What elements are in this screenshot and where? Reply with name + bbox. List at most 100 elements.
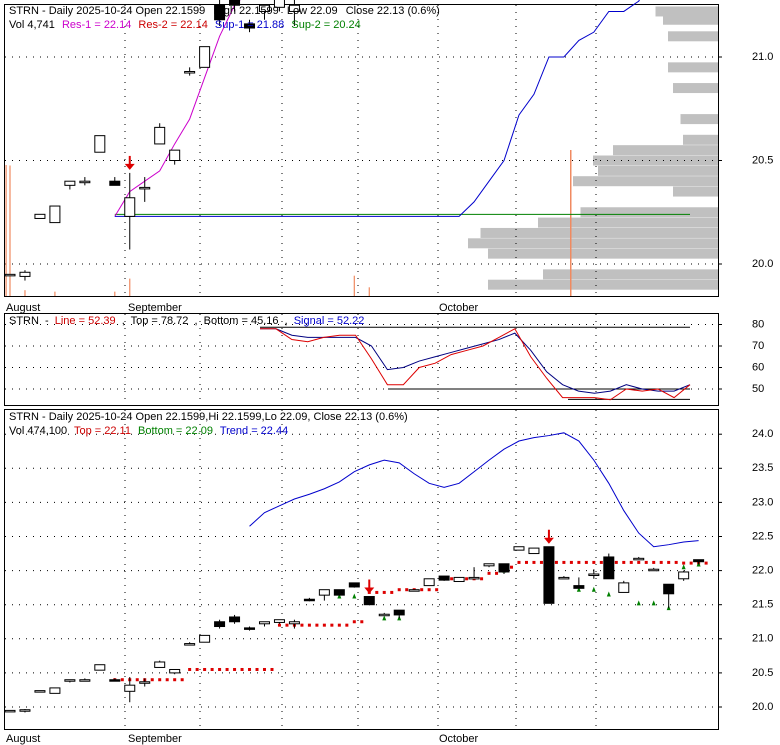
top-dot (255, 667, 259, 671)
oscillator-y-axis: 50 60 70 80 (718, 318, 764, 395)
top-dot (622, 560, 626, 564)
top-dot (450, 577, 454, 581)
top-dot (704, 561, 708, 565)
top-dot (158, 678, 162, 682)
candle-body (4, 273, 16, 277)
top-dot (562, 560, 566, 564)
top-dot (307, 623, 311, 627)
header-sup2: Sup-2 = 20.24 (291, 19, 360, 31)
bottom-dot (681, 564, 686, 570)
candle-body (94, 664, 106, 671)
volume-bar (368, 287, 370, 296)
top-dot (135, 678, 139, 682)
top-dot (539, 560, 543, 564)
candle-body (633, 557, 645, 561)
trend-line (249, 432, 699, 548)
top-dot (510, 565, 514, 569)
month-label-august-2: August (6, 733, 40, 745)
top-dot (300, 623, 304, 627)
candle-body (393, 609, 405, 616)
candle-body (258, 621, 270, 625)
top-dot (554, 560, 558, 564)
volume-profile-bar (598, 165, 718, 176)
candle-body (288, 621, 300, 625)
candle-body (79, 679, 91, 682)
candle-body (109, 679, 121, 682)
candle-body (244, 627, 256, 630)
top-dot (599, 560, 603, 564)
top-dot (614, 560, 618, 564)
top-dot (345, 623, 349, 627)
top-dot (569, 560, 573, 564)
candle-body (184, 70, 196, 74)
candle-body (19, 271, 31, 277)
y-tick-label: 50 (752, 383, 764, 395)
top-dot (262, 667, 266, 671)
top-dot (337, 623, 341, 627)
header-low: Low 22.09 (287, 5, 338, 17)
candle-body (348, 582, 360, 588)
top-dot (577, 560, 581, 564)
volume-bar (54, 291, 56, 296)
header-sup1: Sup-1 = 21.88 (215, 19, 284, 31)
month-label-october: October (439, 302, 478, 314)
top-dot (285, 623, 289, 627)
top-dot (225, 667, 229, 671)
top-dot (240, 667, 244, 671)
top-dot (659, 560, 663, 564)
candle-body (19, 709, 31, 712)
header-ticker: STRN - Daily 2025-10-24 Open 22.1599 (9, 5, 205, 17)
top-dot (480, 577, 484, 581)
volume-bar (129, 278, 131, 296)
top-dot (584, 560, 588, 564)
candle-body (663, 583, 675, 595)
candle-body (229, 0, 241, 6)
candle-body (333, 589, 345, 596)
volume-profile-bar (480, 227, 718, 238)
top-dot (465, 577, 469, 581)
y-tick-label: 22.5 (752, 530, 773, 542)
oscillator-lines (260, 326, 691, 401)
top-dot (173, 678, 177, 682)
candle-body (199, 634, 211, 643)
y-tick-label: 21.0 (752, 633, 773, 645)
top-dot (203, 667, 207, 671)
candle-body (154, 126, 166, 145)
top-dot (218, 667, 222, 671)
candle-body (64, 180, 76, 186)
top-dot (689, 561, 693, 565)
top-dot (644, 560, 648, 564)
candle-body (378, 613, 390, 617)
candle-body (214, 4, 226, 21)
trend-header-line1: STRN - Daily 2025-10-24 Open 22.1599,Hi … (9, 411, 408, 423)
y-tick-label: 21.0 (752, 51, 773, 63)
volume-profile-bar (655, 6, 718, 17)
candle-body (453, 576, 465, 583)
y-tick-label: 80 (752, 318, 764, 330)
top-dot (195, 667, 199, 671)
top-dot (667, 560, 671, 564)
candle-body (49, 205, 61, 224)
sup-line (114, 0, 640, 217)
osc-signal-line (260, 328, 691, 394)
top-dot (420, 588, 424, 592)
price-candles (4, 0, 300, 281)
trend-down-arrow (364, 587, 375, 594)
candle-body (184, 643, 196, 646)
candle-body (573, 585, 585, 589)
y-tick-label: 20.5 (752, 667, 773, 679)
osc-ticker: STRN (9, 315, 39, 327)
header-res2: Res-2 = 22.14 (138, 19, 207, 31)
volume-profile-bar (680, 114, 718, 125)
month-label-august: August (6, 302, 40, 314)
trend-line (249, 432, 699, 548)
top-dot (360, 620, 364, 624)
top-dot (405, 588, 409, 592)
volume-profile-bar (593, 155, 718, 166)
candle-body (543, 546, 555, 604)
top-dot (674, 560, 678, 564)
candle-body (408, 589, 420, 592)
header-volume: Vol 4,741 (9, 19, 55, 31)
osc-line: Line = 52.39 (55, 315, 116, 327)
y-tick-label: 23.5 (752, 462, 773, 474)
